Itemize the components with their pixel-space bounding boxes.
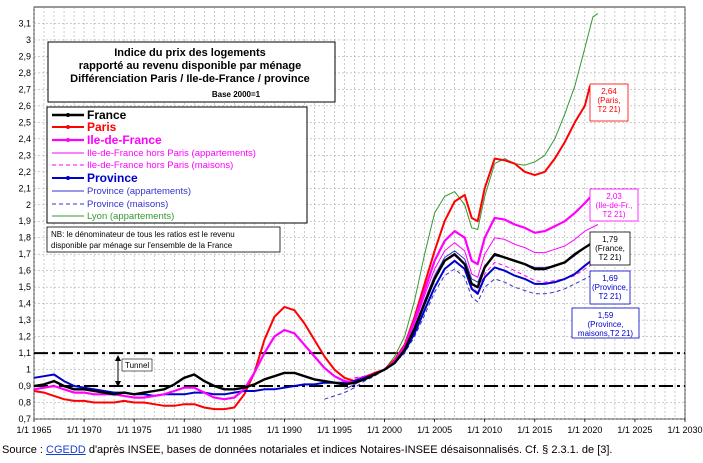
- legend-label: Paris: [87, 120, 117, 134]
- legend-marker: [66, 113, 70, 117]
- y-tick-label: 2,6: [18, 101, 31, 111]
- x-tick-label: 1/1 2030: [667, 425, 702, 435]
- chart-title-line-3: Différenciation Paris / Ile-de-France / …: [70, 73, 310, 85]
- x-tick-label: 1/1 1995: [317, 425, 352, 435]
- end-label-text: T2 21): [597, 105, 620, 114]
- x-tick-label: 1/1 1980: [167, 425, 202, 435]
- end-label-box: [571, 307, 640, 339]
- legend-label: Province (appartements): [87, 186, 191, 197]
- end-label-box: [589, 231, 631, 266]
- y-tick-label: 2,4: [18, 134, 31, 144]
- title-box: Indice du prix des logements rapporté au…: [47, 41, 336, 103]
- legend-marker: [66, 176, 70, 180]
- legend-marker: [66, 125, 70, 129]
- series-lines: [33, 13, 599, 411]
- end-label-text: T2 21): [598, 292, 621, 301]
- legend-label: Ile-de-France hors Paris (maisons): [87, 160, 233, 171]
- source-line: Source : CGEDD d'après INSEE, bases de d…: [2, 444, 613, 456]
- tunnel-lines: [34, 352, 685, 388]
- legend-label: France: [87, 108, 127, 122]
- y-axis: 0,7 0,8 0,9 1 1,1 1,2 1,3 1,4 1,5 1,6 1,7 1,8 1,9 2 2,…: [18, 18, 31, 424]
- x-tick-label: 1/1 2015: [517, 425, 552, 435]
- end-label-box: [589, 270, 631, 305]
- y-tick-label: 1,1: [18, 348, 31, 358]
- y-tick-label: 1,5: [18, 282, 31, 292]
- end-label-text: (Paris,: [597, 96, 620, 105]
- end-label-text: (France,: [595, 244, 625, 253]
- series-line-lyon-appartements: [354, 13, 599, 382]
- series-line-province-maisons: [324, 268, 599, 400]
- x-tick-label: 1/1 2025: [617, 425, 652, 435]
- source-prefix: Source :: [2, 444, 47, 456]
- y-tick-label: 2,3: [18, 150, 31, 160]
- series-line-france: [33, 238, 599, 396]
- series-line-ile-de-france: [33, 195, 599, 401]
- y-tick-label: 2,5: [18, 117, 31, 127]
- x-axis: 1/1 1965 1/1 1970 1/1 1975 1/1 1980 1/1 1985…: [16, 419, 703, 435]
- end-label-text: T2 21): [598, 253, 621, 262]
- source-text: d'après INSEE, bases de données notarial…: [85, 444, 613, 456]
- end-label-text: 2,03: [606, 192, 622, 201]
- x-tick-label: 1/1 1990: [267, 425, 302, 435]
- tunnel-label: Tunnel: [125, 361, 149, 370]
- tunnel-annotation: Tunnel: [115, 355, 153, 387]
- y-tick-label: 0,8: [18, 398, 31, 408]
- end-label-text: (Province,: [587, 320, 623, 329]
- y-tick-label: 2: [26, 200, 31, 210]
- end-label-text: 1,69: [602, 274, 618, 283]
- note-line-2: disponible par ménage sur l'ensemble de …: [51, 241, 233, 250]
- end-label-box: [589, 188, 639, 222]
- legend-marker: [66, 138, 70, 142]
- legend-label: Lyon (appartements): [87, 211, 174, 222]
- end-label-text: 1,79: [602, 235, 618, 244]
- y-tick-label: 1,8: [18, 233, 31, 243]
- x-tick-label: 1/1 2005: [417, 425, 452, 435]
- chart-title-line-2: rapporté au revenu disponible par ménage: [79, 60, 302, 72]
- y-tick-label: 1,3: [18, 315, 31, 325]
- end-label-text: (Ile-de-Fr.,: [596, 201, 633, 210]
- x-tick-label: 1/1 1985: [217, 425, 252, 435]
- x-tick-label: 1/1 2020: [567, 425, 602, 435]
- chart-subtitle: Base 2000=1: [212, 90, 261, 99]
- series-line-paris: [33, 85, 599, 411]
- end-label-box: [589, 83, 629, 122]
- y-tick-label: 1: [26, 365, 31, 375]
- end-label-text: 1,59: [598, 311, 614, 320]
- y-tick-label: 3: [26, 35, 31, 45]
- end-label-text: T2 21): [602, 210, 625, 219]
- note-box: NB: le dénominateur de tous les ratios e…: [46, 226, 281, 253]
- end-label-text: (Province,: [592, 283, 628, 292]
- y-tick-label: 1,7: [18, 249, 31, 259]
- y-tick-label: 3,1: [18, 18, 31, 28]
- y-tick-label: 2,1: [18, 183, 31, 193]
- x-tick-label: 1/1 1965: [16, 425, 51, 435]
- end-label-text: 2,64: [601, 87, 617, 96]
- series-line-ile-de-france-hors-paris-maisons: [354, 255, 599, 379]
- x-tick-label: 1/1 1970: [67, 425, 102, 435]
- y-tick-label: 2,7: [18, 84, 31, 94]
- source-link-cgedd[interactable]: CGEDD: [46, 444, 86, 456]
- y-tick-label: 0,9: [18, 381, 31, 391]
- x-tick-label: 1/1 1975: [117, 425, 152, 435]
- end-labels: 2,64(Paris,T2 21)2,03(Ile-de-Fr.,T2 21)1…: [571, 83, 640, 339]
- x-tick-label: 1/1 2010: [467, 425, 502, 435]
- y-tick-label: 1,9: [18, 216, 31, 226]
- y-tick-label: 2,9: [18, 51, 31, 61]
- legend-label: Ile-de-France: [87, 133, 162, 147]
- chart-svg: 0,7 0,8 0,9 1 1,1 1,2 1,3 1,4 1,5 1,6 1,7 1,8 1,9 2 2,…: [16, 6, 703, 435]
- y-tick-label: 0,7: [18, 414, 31, 424]
- y-tick-label: 2,2: [18, 167, 31, 177]
- y-tick-label: 1,2: [18, 332, 31, 342]
- chart-title-line-1: Indice du prix des logements: [114, 47, 266, 59]
- y-tick-label: 1,4: [18, 299, 31, 309]
- legend-label: Province (maisons): [87, 199, 168, 210]
- legend-label: Province: [87, 171, 138, 185]
- y-tick-label: 1,6: [18, 266, 31, 276]
- y-tick-label: 2,8: [18, 68, 31, 78]
- x-tick-label: 1/1 2000: [367, 425, 402, 435]
- legend-label: Ile-de-France hors Paris (appartements): [87, 148, 256, 159]
- note-line-1: NB: le dénominateur de tous les ratios e…: [51, 230, 235, 239]
- end-label-text: maisons,T2 21): [578, 329, 633, 338]
